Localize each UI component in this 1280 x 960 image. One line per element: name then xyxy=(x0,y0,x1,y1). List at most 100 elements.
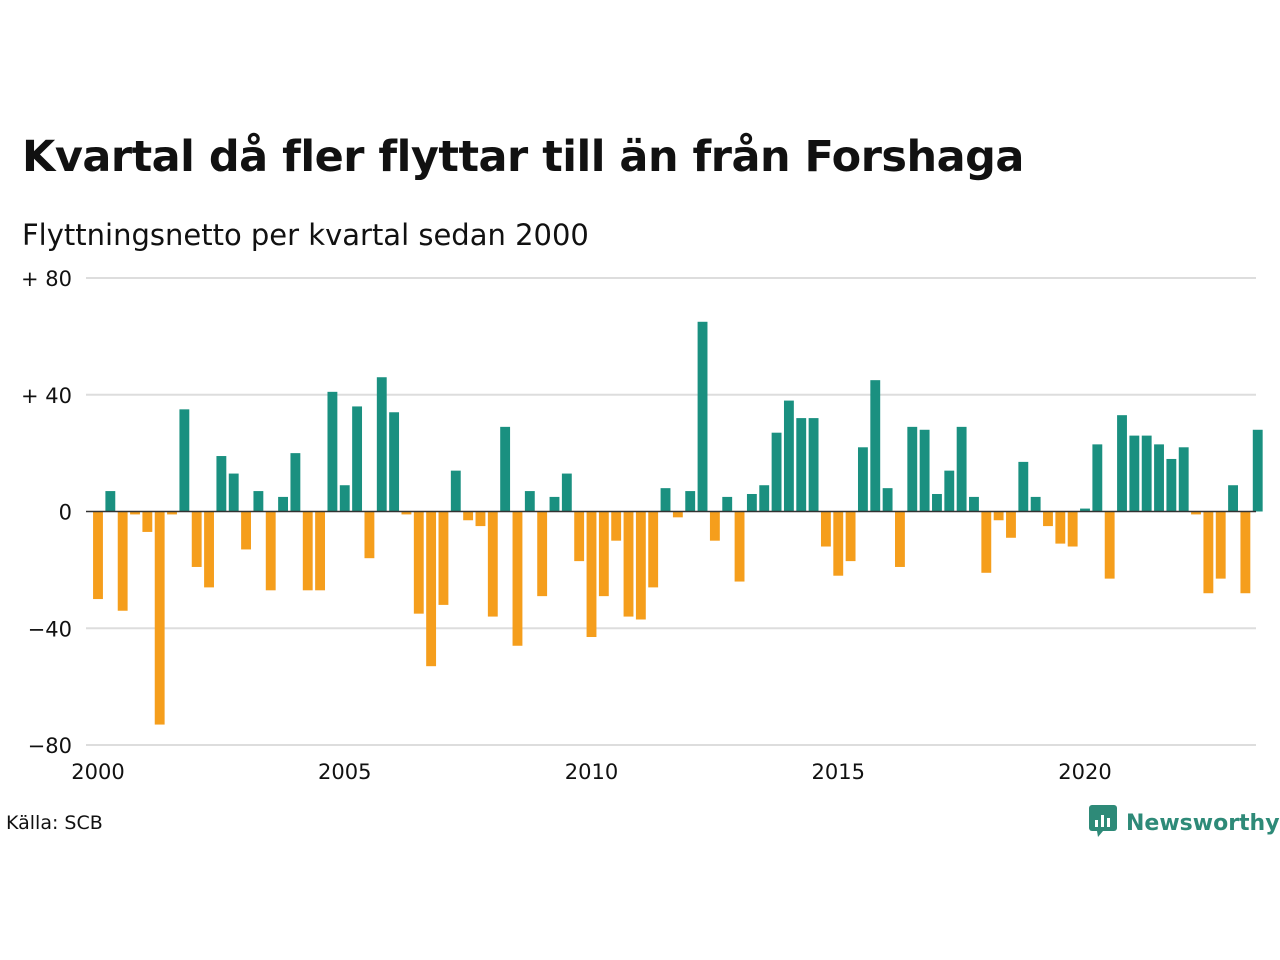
bar-positive xyxy=(919,429,930,512)
brand-name: Newsworthy xyxy=(1126,810,1280,836)
bar-negative xyxy=(709,511,720,541)
bar-positive xyxy=(339,485,350,512)
bar-positive xyxy=(524,491,535,512)
bar-positive xyxy=(1228,485,1238,512)
x-tick-label: 2015 xyxy=(812,760,865,784)
bar-negative xyxy=(1240,511,1251,594)
bar-positive xyxy=(549,496,560,512)
y-tick-label: −40 xyxy=(28,617,72,641)
bar-positive xyxy=(1252,429,1263,512)
bar-negative xyxy=(413,511,424,614)
bar-negative xyxy=(574,511,585,562)
bar-positive xyxy=(376,377,387,512)
bar-positive xyxy=(253,491,264,512)
bar-negative xyxy=(241,511,251,550)
bar-negative xyxy=(635,511,646,620)
bar-negative xyxy=(487,511,498,617)
bar-positive xyxy=(1018,461,1029,512)
bar-negative xyxy=(833,511,844,576)
bar-positive xyxy=(870,380,881,512)
bar-negative xyxy=(1191,511,1201,515)
bar-positive xyxy=(179,409,190,512)
bar-positive xyxy=(771,432,782,512)
bar-negative xyxy=(611,511,622,541)
bar-positive xyxy=(944,470,955,512)
bar-negative xyxy=(734,511,745,582)
chart-subtitle: Flyttningsnetto per kvartal sedan 2000 xyxy=(22,218,589,252)
x-tick-label: 2005 xyxy=(318,760,371,784)
bar-positive xyxy=(389,412,400,512)
bar-positive xyxy=(857,447,868,512)
bar-negative xyxy=(463,511,474,521)
x-tick-label: 2020 xyxy=(1058,760,1111,784)
bar-negative xyxy=(845,511,856,562)
bar-negative xyxy=(1215,511,1226,579)
bar-negative xyxy=(364,511,375,559)
bar-negative xyxy=(537,511,548,597)
bar-positive xyxy=(956,426,967,512)
bar-positive xyxy=(969,496,979,512)
bar-positive xyxy=(216,456,227,512)
bar-negative xyxy=(1006,511,1016,538)
bar-negative xyxy=(117,511,128,611)
bar-positive xyxy=(1178,447,1189,512)
bar-negative xyxy=(315,511,326,591)
bar-positive xyxy=(907,426,918,512)
bar-positive xyxy=(685,491,696,512)
bar-positive xyxy=(1166,458,1177,512)
bar-negative xyxy=(993,511,1004,521)
bar-negative xyxy=(401,511,412,515)
bar-negative xyxy=(167,511,177,515)
bar-positive xyxy=(746,493,757,512)
newsworthy-logo-icon xyxy=(1088,804,1118,842)
brand-logo[interactable]: Newsworthy xyxy=(1088,804,1280,842)
bar-negative xyxy=(191,511,202,567)
bar-positive xyxy=(1030,496,1041,512)
bar-negative xyxy=(426,511,437,667)
bar-negative xyxy=(1043,511,1053,527)
bar-positive xyxy=(783,400,794,512)
bar-positive xyxy=(697,321,708,512)
bar-negative xyxy=(438,511,449,605)
bar-positive xyxy=(808,418,819,512)
bar-negative xyxy=(672,511,683,518)
bar-positive xyxy=(352,406,363,512)
bar-positive xyxy=(1141,435,1152,512)
bar-negative xyxy=(130,511,140,515)
bar-negative xyxy=(302,511,313,591)
bar-negative xyxy=(475,511,486,527)
bar-negative xyxy=(820,511,831,547)
bar-positive xyxy=(327,391,338,512)
x-tick-label: 2010 xyxy=(565,760,618,784)
bar-positive xyxy=(759,485,770,512)
bar-positive xyxy=(561,473,572,512)
x-tick-label: 2000 xyxy=(71,760,124,784)
bar-positive xyxy=(1129,435,1140,512)
bar-negative xyxy=(623,511,634,617)
bar-negative xyxy=(265,511,276,591)
bar-positive xyxy=(882,488,893,512)
bar-positive xyxy=(278,496,288,512)
bar-negative xyxy=(1055,511,1066,544)
y-tick-label: 0 xyxy=(59,501,72,525)
bar-positive xyxy=(722,496,733,512)
bar-positive xyxy=(450,470,461,512)
bar-negative xyxy=(142,511,153,532)
bar-negative xyxy=(154,511,165,725)
bar-negative xyxy=(512,511,523,646)
bar-negative xyxy=(586,511,597,638)
bar-positive xyxy=(796,418,807,512)
zero-line xyxy=(86,510,1256,746)
y-tick-label: + 40 xyxy=(21,384,72,408)
bar-negative xyxy=(204,511,214,588)
y-tick-label: + 80 xyxy=(21,267,72,291)
bar-positive xyxy=(290,453,301,512)
bar-negative xyxy=(981,511,992,573)
bar-negative xyxy=(1203,511,1214,594)
bars xyxy=(93,321,1263,725)
bar-positive xyxy=(932,493,942,512)
bar-positive xyxy=(660,488,671,512)
bar-negative xyxy=(93,511,103,600)
